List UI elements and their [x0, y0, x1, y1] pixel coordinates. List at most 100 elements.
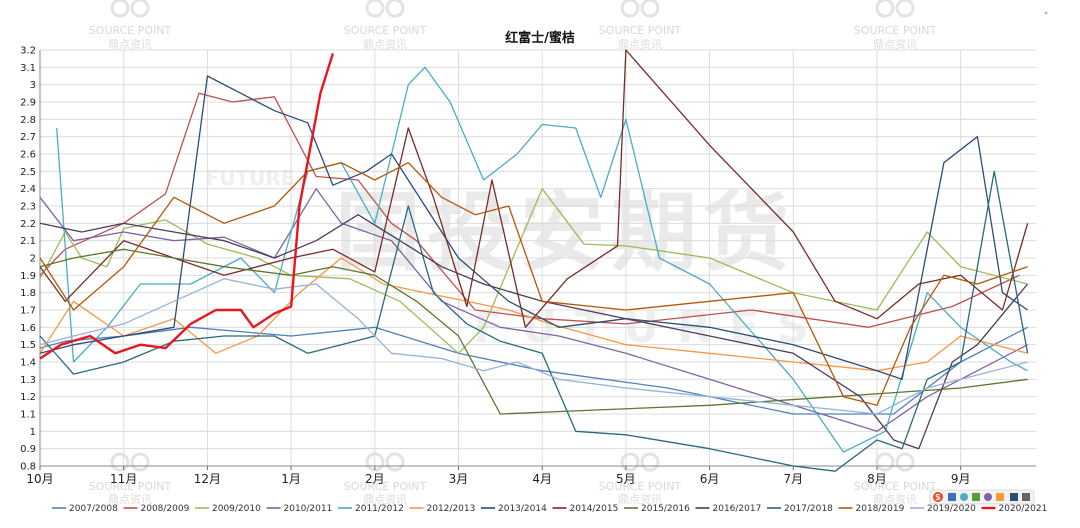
legend-label: 2019/2020 [927, 504, 976, 514]
watermark-ring-icon [620, 0, 640, 18]
legend-label: 2014/2015 [570, 504, 619, 514]
legend-label: 2009/2010 [212, 504, 261, 514]
y-tick-label: 3.2 [20, 46, 36, 57]
x-tick-label: 9月 [951, 472, 971, 486]
x-tick-label: 2月 [365, 472, 385, 486]
y-tick-label: 1.7 [20, 306, 36, 317]
watermark-label: SOURCE POINT [854, 24, 937, 37]
series-line-2012-2013 [39, 257, 1028, 372]
y-tick-label: 0.9 [20, 444, 36, 455]
series-line-2011-2012 [56, 66, 1028, 453]
watermark-sublabel: 鼎点资讯 [363, 493, 407, 506]
watermark-sublabel: 鼎点资讯 [108, 38, 152, 51]
watermark-ring-icon [640, 0, 660, 18]
watermark-big-text: 国投安期货 [335, 183, 795, 283]
watermark-label: SOURCE POINT [344, 24, 427, 37]
toolbar-icons: S [929, 489, 1035, 505]
legend-label: 2015/2016 [641, 504, 690, 514]
watermark-ring-icon [110, 452, 130, 472]
y-tick-label: 1.2 [20, 392, 36, 403]
grid-lines [39, 49, 1036, 467]
series-line-2013-2014 [39, 75, 1028, 380]
watermark-label: SOURCE POINT [344, 480, 427, 493]
y-tick-label: 1.6 [20, 323, 36, 334]
y-tick-label: 1 [30, 427, 36, 438]
legend-label: 2013/2014 [498, 504, 547, 514]
y-tick-label: 2.9 [20, 98, 36, 109]
legend-label: 2016/2017 [713, 504, 762, 514]
corner-dot-icon [1044, 11, 1048, 15]
watermark-sublabel: 鼎点资讯 [618, 493, 662, 506]
x-tick-label: 12月 [194, 472, 221, 486]
y-tick-label: 3 [30, 80, 36, 91]
x-tick-label: 8月 [867, 472, 887, 486]
legend: 2007/2008 2008/2009 2009/2010 2010/2011 2011… [52, 504, 1047, 514]
watermark-ring-icon [895, 452, 915, 472]
y-tick-label: 2.4 [20, 184, 36, 195]
x-tick-label: 7月 [783, 472, 803, 486]
y-tick-label: 2.7 [20, 132, 36, 143]
watermark-ring-icon [620, 452, 640, 472]
watermark-label: SOURCE POINT [854, 480, 937, 493]
watermark-ring-icon [130, 452, 150, 472]
watermark-ring-icon [640, 452, 660, 472]
svg-text:S: S [935, 493, 941, 502]
y-tick-label: 1.1 [20, 410, 36, 421]
legend-label: 2017/2018 [784, 504, 833, 514]
legend-label: 2007/2008 [69, 504, 118, 514]
series-line-2015-2016 [39, 248, 1028, 415]
series-lines [39, 49, 1029, 472]
x-tick-label: 3月 [449, 472, 469, 486]
toolbar-icon [960, 493, 968, 501]
watermark-ring-icon [385, 0, 405, 18]
watermark-sublabel: 鼎点资讯 [363, 38, 407, 51]
watermark-ring-icon [110, 0, 130, 18]
watermark-sublabel: 鼎点资讯 [618, 38, 662, 51]
x-tick-label: 5月 [616, 472, 636, 486]
y-tick-label: 1.9 [20, 271, 36, 282]
y-tick-label: 2.8 [20, 115, 36, 126]
watermark-ring-icon [895, 0, 915, 18]
series-line-2018-2019 [39, 162, 1028, 406]
x-tick-label: 11月 [110, 472, 137, 486]
y-tick-label: 2.2 [20, 219, 36, 230]
toolbar-icon [1010, 493, 1018, 501]
watermark-ring-icon [365, 0, 385, 18]
legend-label: 2018/2019 [856, 504, 905, 514]
watermark-label: SOURCE POINT [89, 480, 172, 493]
watermark-ring-icon [875, 0, 895, 18]
watermark-label: SOURCE POINT [599, 24, 682, 37]
toolbar-icon [996, 493, 1004, 501]
x-tick-label: 6月 [700, 472, 720, 486]
toolbar-icon [984, 493, 992, 501]
y-tick-label: 1.5 [20, 340, 36, 351]
series-line-2020-2021 [39, 53, 335, 360]
x-tick-label: 1月 [281, 472, 301, 486]
series-line-2017-2018 [39, 170, 1029, 472]
watermark-sublabel: 鼎点资讯 [873, 38, 917, 51]
watermark-ring-icon [385, 452, 405, 472]
legend-label: 2011/2012 [355, 504, 404, 514]
y-tick-label: 2.1 [20, 236, 36, 247]
watermark-label: SOURCE POINT [599, 480, 682, 493]
x-tick-label: 4月 [532, 472, 552, 486]
series-line-2008-2009 [39, 92, 1020, 328]
legend-label: 2010/2011 [284, 504, 333, 514]
toolbar-icon [948, 493, 956, 501]
chart-title: 红富士/蜜桔 [505, 30, 575, 46]
watermark-sublabel: 鼎点资讯 [108, 493, 152, 506]
y-tick-label: 1.8 [20, 288, 36, 299]
axes: 0.8 0.9 1 1.1 1.2 1.3 1.4 1.5 1.6 1.7 1.8 1.9 2 2.1 2.… [20, 46, 1036, 486]
toolbar-logo-icon [933, 492, 943, 502]
watermark-sublabel: 鼎点资讯 [873, 493, 917, 506]
watermark-latin-small: FUTURE [206, 166, 295, 190]
x-tick-label: 10月 [26, 472, 53, 486]
legend-label: 2008/2009 [141, 504, 190, 514]
